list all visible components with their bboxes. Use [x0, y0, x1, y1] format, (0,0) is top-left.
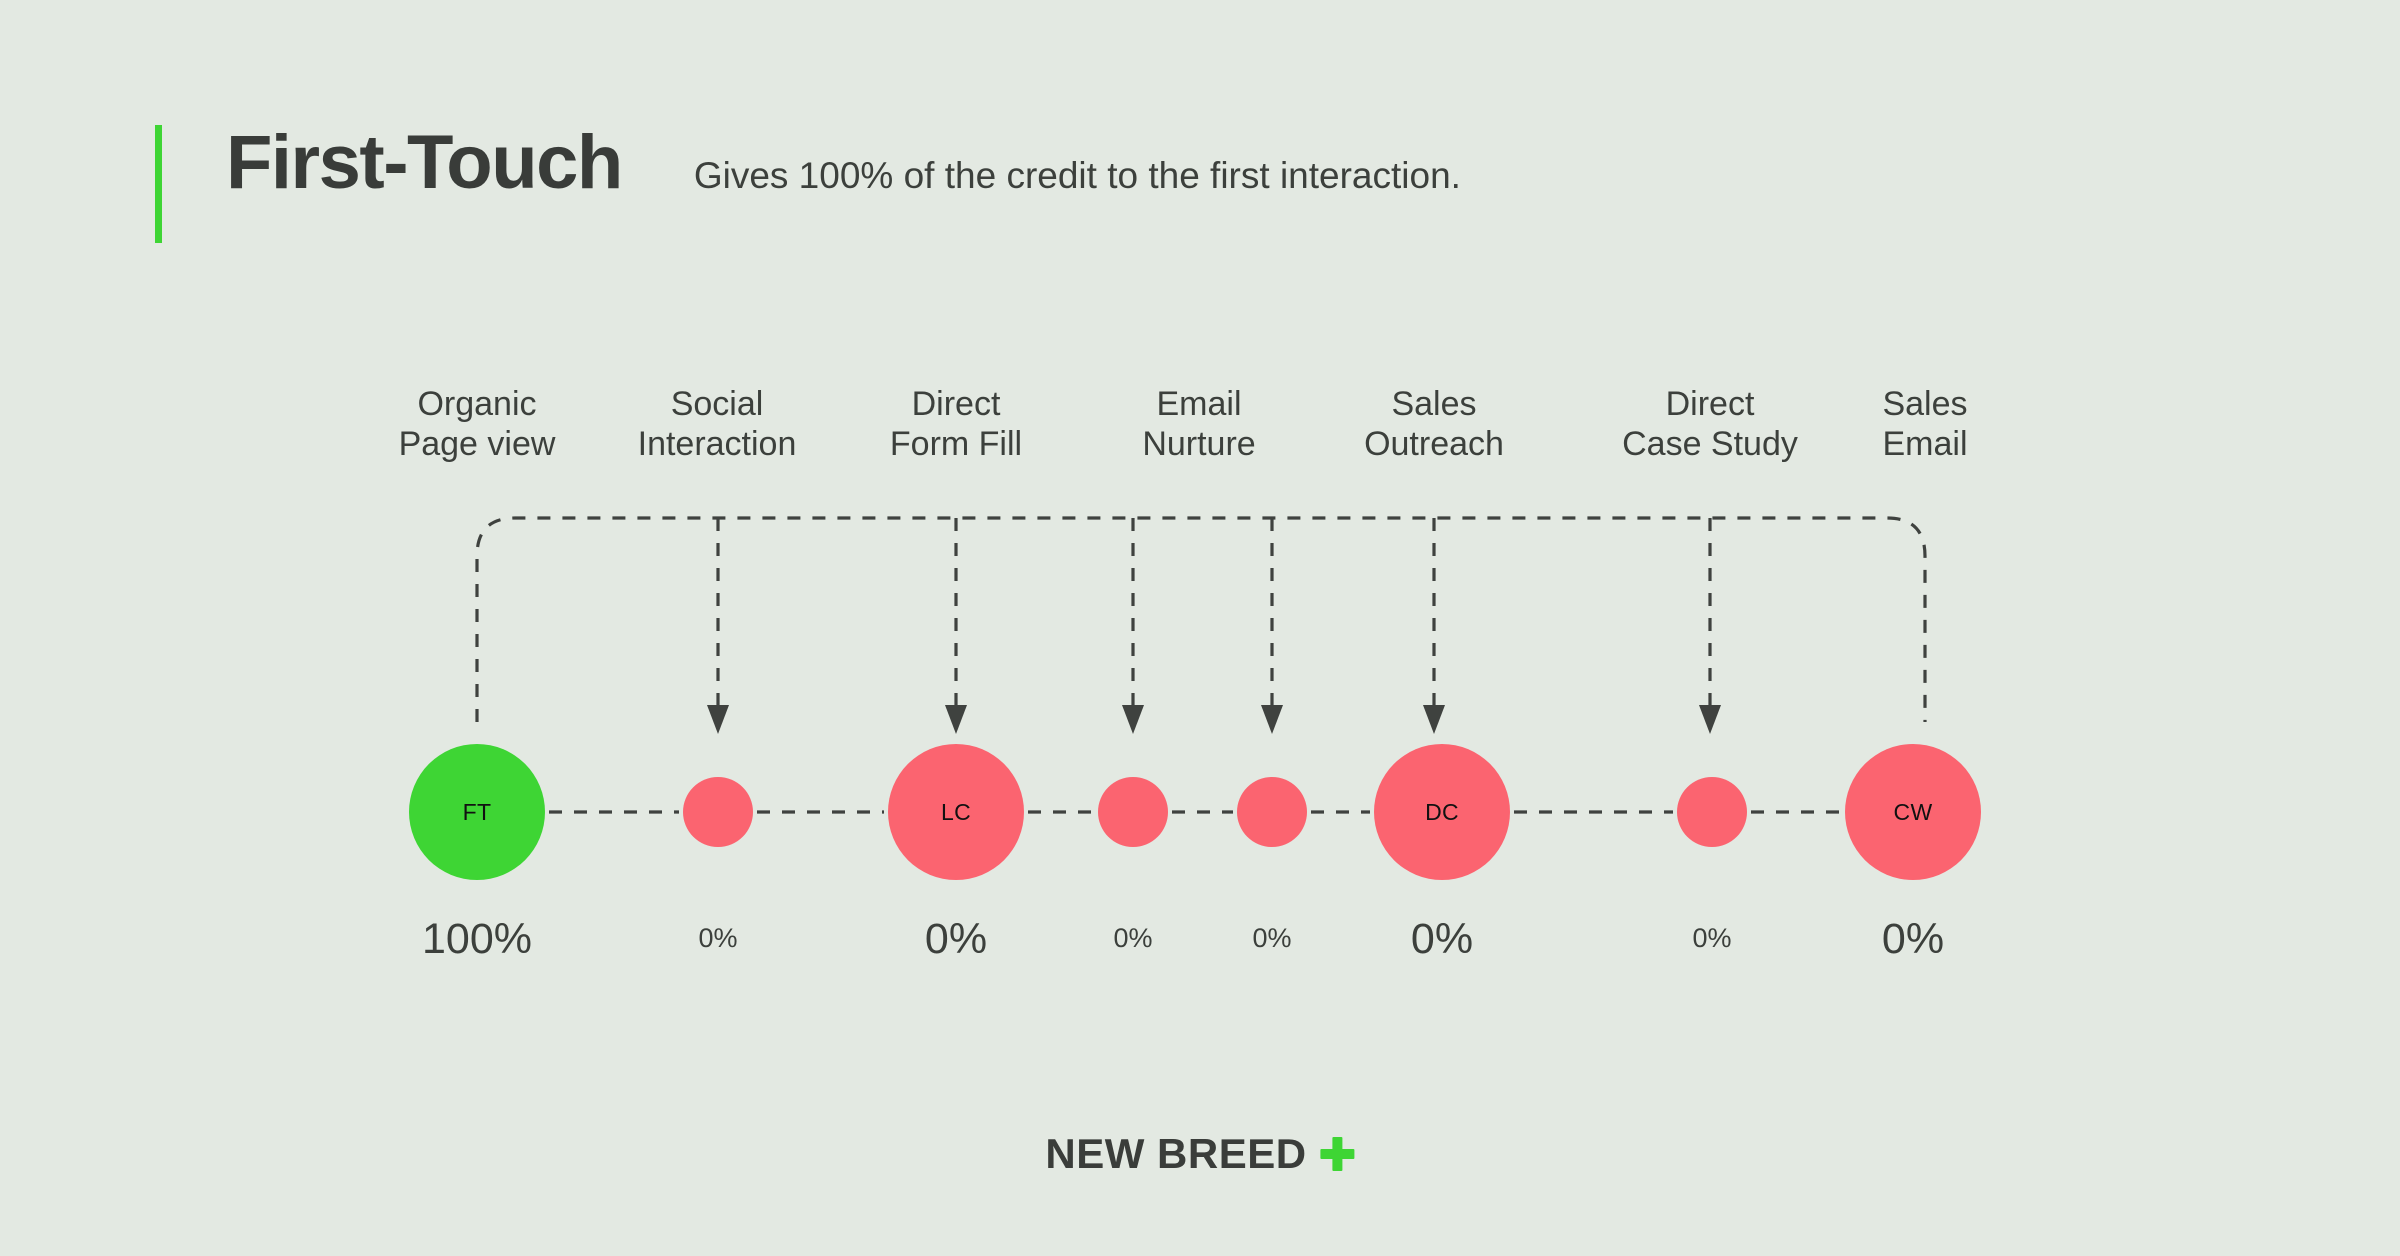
column-header: Social Interaction — [638, 385, 797, 465]
column-header: Email Nurture — [1142, 385, 1255, 465]
column-header-line2: Outreach — [1364, 424, 1504, 463]
touchpoint-node-cw[interactable]: CW — [1845, 744, 1981, 880]
touchpoint-node-n5[interactable] — [1237, 777, 1307, 847]
column-header-line1: Direct — [911, 385, 1001, 423]
column-header-line1: Email — [1156, 385, 1242, 423]
column-header-line1: Direct — [1665, 385, 1755, 423]
node-percentage: 0% — [1252, 923, 1292, 953]
logo-wordmark: NEW BREED — [1045, 1130, 1307, 1177]
touchpoint-node-n7[interactable] — [1677, 777, 1747, 847]
column-header-line2: Case Study — [1622, 424, 1798, 463]
column-header-line2: Nurture — [1142, 424, 1256, 463]
column-header: Sales Outreach — [1364, 385, 1504, 465]
node-label: FT — [462, 798, 492, 825]
plus-icon — [1320, 1137, 1355, 1171]
column-header-line2: Email — [1882, 424, 1968, 463]
arrow-head-icon — [1261, 705, 1283, 734]
column-header-line1: Sales — [1882, 385, 1968, 423]
header: First-Touch Gives 100% of the credit to … — [155, 125, 1461, 243]
touchpoint-node-ft[interactable]: FT — [409, 744, 545, 880]
arrow-head-icon — [707, 705, 729, 734]
column-header: Direct Form Fill — [890, 385, 1022, 465]
column-header: Organic Page view — [399, 385, 556, 465]
node-percentage: 0% — [1410, 915, 1474, 963]
column-header-line2: Page view — [398, 424, 556, 463]
node-percentage: 100% — [422, 915, 532, 963]
top-rail-connector — [475, 516, 1927, 722]
column-header-line1: Social — [670, 385, 764, 423]
node-percentage: 0% — [1113, 923, 1153, 953]
page-title: First-Touch — [226, 120, 623, 205]
arrow-head-icon — [1699, 705, 1721, 734]
node-percentage: 0% — [698, 923, 738, 953]
header-text: First-Touch Gives 100% of the credit to … — [162, 125, 1461, 201]
column-header: Direct Case Study — [1622, 385, 1798, 465]
node-label: CW — [1893, 798, 1933, 825]
node-percentage: 0% — [1881, 915, 1945, 963]
node-label: DC — [1425, 798, 1459, 825]
column-header: Sales Email — [1882, 385, 1967, 465]
touchpoint-node-lc[interactable]: LC — [888, 744, 1024, 880]
node-percentage: 0% — [924, 915, 988, 963]
touchpoint-node-n2[interactable] — [683, 777, 753, 847]
new-breed-logo: NEW BREED — [1045, 1130, 1355, 1178]
arrow-head-icon — [945, 705, 967, 734]
node-label: LC — [940, 798, 971, 825]
accent-bar — [155, 125, 162, 243]
arrow-head-icon — [1423, 705, 1445, 734]
touchpoint-node-n4[interactable] — [1098, 777, 1168, 847]
column-header-line2: Interaction — [637, 424, 797, 463]
node-percentage: 0% — [1692, 923, 1732, 953]
touchpoint-node-dc[interactable]: DC — [1374, 744, 1510, 880]
page-subtitle: Gives 100% of the credit to the first in… — [693, 155, 1461, 196]
column-header-line1: Organic — [417, 385, 537, 423]
column-header-line1: Sales — [1391, 385, 1477, 423]
arrow-head-icon — [1122, 705, 1144, 734]
column-header-line2: Form Fill — [889, 424, 1023, 463]
